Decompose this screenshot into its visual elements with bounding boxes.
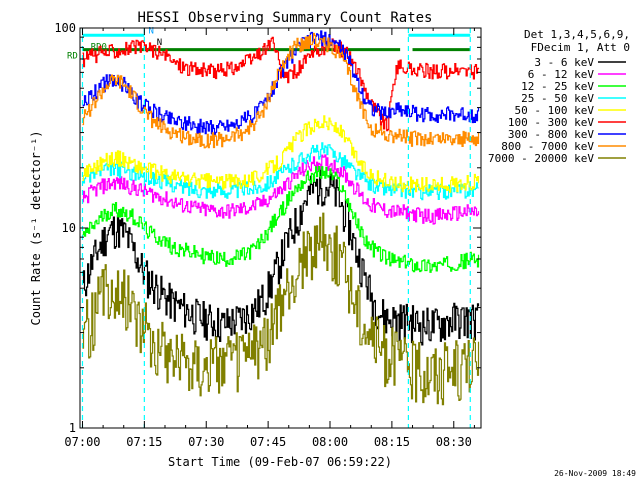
y-axis-label: Count Rate (s⁻¹ detector⁻¹) bbox=[29, 130, 43, 325]
chart-title: HESSI Observing Summary Count Rates bbox=[137, 10, 432, 26]
y-tick-label-2: 100 bbox=[54, 21, 76, 35]
series-line-8 bbox=[82, 212, 480, 406]
date-stamp: 26-Nov-2009 18:49 bbox=[554, 469, 636, 478]
legend-header-line-2: FDecim 1, Att 0 bbox=[531, 41, 630, 54]
rd0-label-1: RD bbox=[67, 52, 78, 62]
series-lines bbox=[82, 30, 480, 406]
x-tick-label-3: 07:45 bbox=[250, 435, 286, 449]
legend-label-2: 12 - 25 keV bbox=[521, 80, 594, 93]
y-tick-label-1: 10 bbox=[62, 221, 76, 235]
legend-label-4: 50 - 100 keV bbox=[515, 104, 595, 117]
dashed-markers bbox=[81, 28, 471, 428]
n-marker-1: N bbox=[157, 38, 162, 48]
x-tick-label-5: 08:15 bbox=[374, 435, 410, 449]
series-line-2 bbox=[82, 166, 480, 273]
legend-label-0: 3 - 6 keV bbox=[534, 56, 594, 69]
y-tick-label-0: 1 bbox=[69, 421, 76, 435]
legend-label-6: 300 - 800 keV bbox=[508, 128, 594, 141]
x-axis-label: Start Time (09-Feb-07 06:59:22) bbox=[168, 455, 392, 469]
legend-label-8: 7000 - 20000 keV bbox=[488, 152, 594, 165]
legend-header-line-1: Det 1,3,4,5,6,9, bbox=[524, 28, 630, 41]
x-tick-label-4: 08:00 bbox=[312, 435, 348, 449]
x-tick-label-2: 07:30 bbox=[188, 435, 224, 449]
legend: Det 1,3,4,5,6,9, FDecim 1, Att 0 3 - 6 k… bbox=[488, 28, 630, 165]
x-tick-label-6: 08:30 bbox=[436, 435, 472, 449]
x-axis: 07:00 07:15 07:30 07:45 08:00 08:15 08:30 bbox=[64, 28, 475, 449]
n-marker-0: N bbox=[148, 26, 153, 36]
series-line-7 bbox=[82, 32, 480, 149]
legend-label-5: 100 - 300 keV bbox=[508, 116, 594, 129]
x-tick-label-0: 07:00 bbox=[64, 435, 100, 449]
x-tick-label-1: 07:15 bbox=[126, 435, 162, 449]
legend-label-1: 6 - 12 keV bbox=[528, 68, 595, 81]
series-line-0 bbox=[82, 168, 480, 346]
legend-label-7: 800 - 7000 keV bbox=[501, 140, 594, 153]
y-axis: 1 10 100 bbox=[54, 21, 481, 435]
series-line-1 bbox=[82, 154, 480, 225]
legend-label-3: 25 - 50 keV bbox=[521, 92, 594, 105]
series-line-4 bbox=[82, 115, 480, 193]
